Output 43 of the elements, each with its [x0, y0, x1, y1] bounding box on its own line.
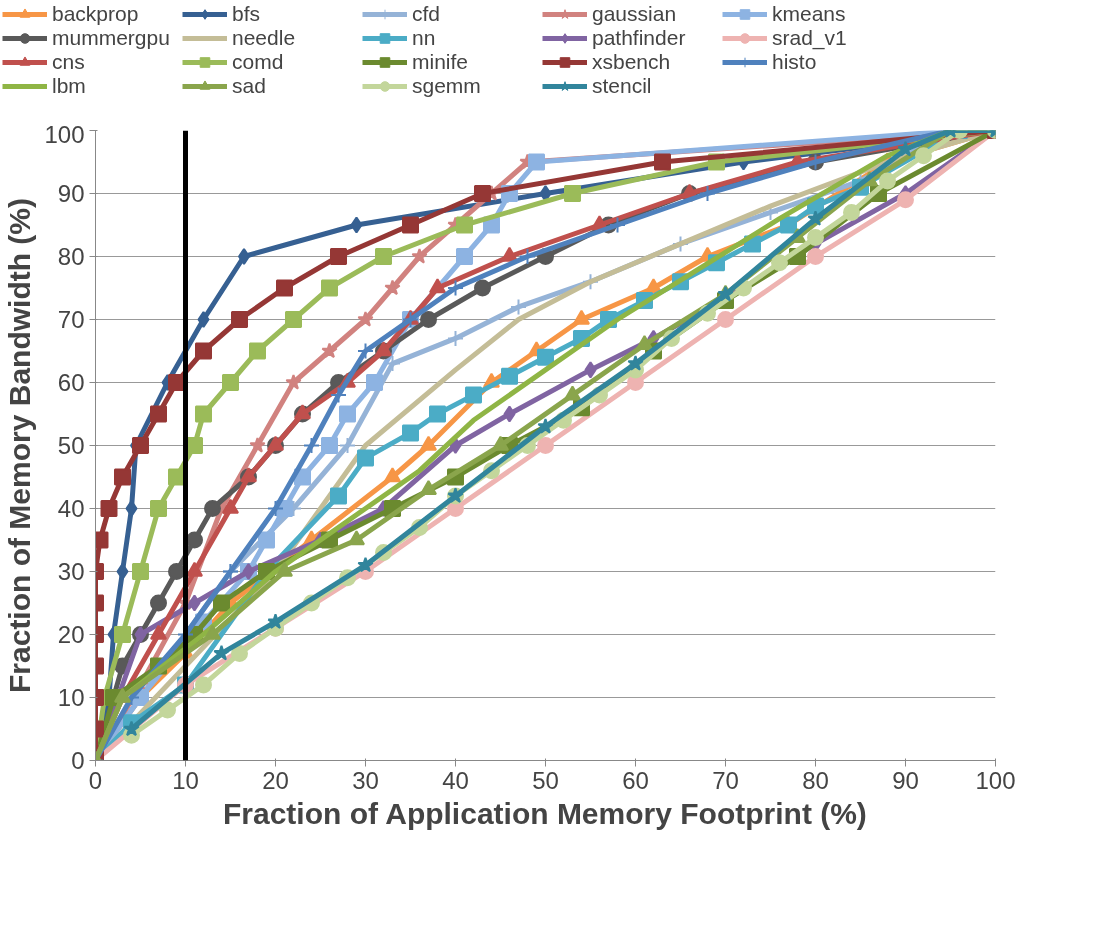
- x-tick-label: 70: [712, 766, 739, 794]
- legend-label: cfd: [412, 2, 441, 26]
- legend-label: sad: [232, 74, 267, 98]
- y-tick-label: 30: [57, 558, 85, 585]
- x-tick-label: 40: [442, 766, 469, 794]
- x-tick-label: 50: [532, 766, 559, 794]
- x-tick-label: 20: [262, 766, 289, 794]
- x-axis-title: Fraction of Application Memory Footprint (%): [223, 796, 867, 830]
- legend-label: gaussian: [592, 2, 678, 26]
- legend-label: stencil: [592, 74, 653, 98]
- legend-label: pathfinder: [592, 26, 687, 50]
- y-tick-label: 100: [44, 120, 85, 148]
- x-tick-label: 100: [975, 766, 1016, 794]
- y-tick-label: 90: [57, 180, 85, 207]
- legend-label: mummergpu: [52, 26, 171, 50]
- y-tick-label: 40: [57, 495, 85, 522]
- x-tick-label: 10: [172, 766, 199, 794]
- legend-label: minife: [412, 50, 470, 74]
- x-tick-label: 60: [622, 766, 649, 794]
- y-tick-label: 20: [57, 621, 85, 648]
- y-tick-label: 0: [71, 747, 85, 774]
- y-tick-label: 80: [57, 243, 85, 270]
- legend-label: srad_v1: [772, 26, 848, 50]
- legend-label: backprop: [52, 2, 140, 26]
- y-tick-label: 10: [57, 684, 85, 711]
- legend-label: cns: [52, 50, 86, 74]
- legend-label: histo: [772, 50, 818, 74]
- legend-label: nn: [412, 26, 437, 50]
- x-tick-label: 30: [352, 766, 379, 794]
- y-tick-label: 70: [57, 306, 85, 333]
- legend-label: lbm: [52, 74, 87, 98]
- y-axis-title: Fraction of Memory Bandwidth (%): [3, 198, 37, 693]
- legend-label: sgemm: [412, 74, 482, 98]
- x-tick-label: 0: [88, 766, 103, 794]
- y-tick-label: 50: [57, 432, 85, 459]
- x-tick-label: 80: [802, 766, 829, 794]
- x-tick-label: 90: [892, 766, 919, 794]
- legend-label: needle: [232, 26, 297, 50]
- legend-label: comd: [232, 50, 285, 74]
- legend-label: kmeans: [772, 2, 847, 26]
- y-tick-label: 60: [57, 369, 85, 396]
- legend-label: bfs: [232, 2, 261, 26]
- legend-label: xsbench: [592, 50, 672, 74]
